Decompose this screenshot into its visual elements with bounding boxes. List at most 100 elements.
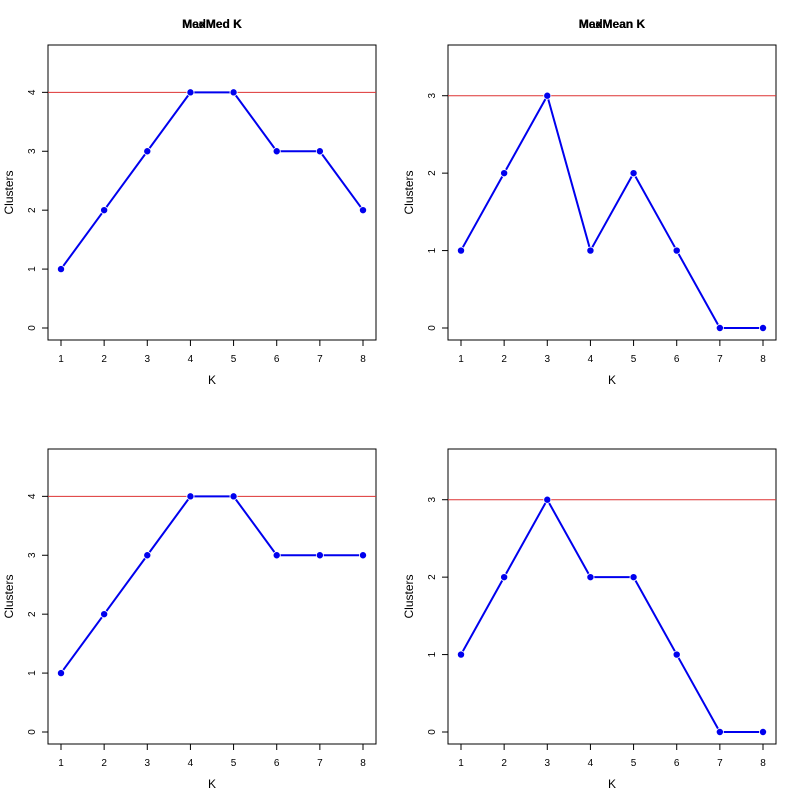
- y-tick-label: 0: [27, 325, 38, 331]
- y-tick-label: 4: [27, 493, 38, 499]
- x-tick-label: 5: [631, 758, 637, 769]
- chart-title: MedMean K: [579, 17, 646, 31]
- y-tick-label: 1: [27, 670, 38, 676]
- series-line: [460, 498, 763, 733]
- data-point: [543, 91, 552, 100]
- data-point: [57, 669, 66, 678]
- y-tick-label: 0: [427, 325, 438, 331]
- data-point: [629, 573, 638, 582]
- x-tick-label: 1: [458, 758, 464, 769]
- data-point: [100, 206, 109, 215]
- data-point: [57, 265, 66, 274]
- y-tick-label: 3: [27, 148, 38, 154]
- data-point: [186, 492, 195, 501]
- chart-panel-3: MaxMed K 1 2 3 4 5 6 7 8 0 1 2 3 4 K Clusters: [2, 17, 377, 791]
- x-tick-label: 8: [360, 758, 366, 769]
- x-tick-label: 3: [145, 354, 151, 365]
- data-point: [456, 650, 465, 659]
- data-point: [272, 147, 281, 156]
- x-tick-label: 7: [717, 758, 723, 769]
- x-tick-label: 8: [760, 354, 766, 365]
- y-axis-label: Clusters: [402, 574, 416, 618]
- data-point: [272, 551, 281, 560]
- y-tick-label: 1: [427, 651, 438, 657]
- chart-title: MedMed K: [182, 17, 242, 31]
- x-tick-label: 5: [231, 758, 237, 769]
- y-tick-label: 1: [27, 266, 38, 272]
- data-point: [315, 147, 324, 156]
- x-tick-label: 7: [717, 354, 723, 365]
- data-point: [143, 147, 152, 156]
- data-point: [586, 573, 595, 582]
- data-point: [143, 551, 152, 560]
- x-tick-label: 4: [188, 354, 194, 365]
- data-point: [186, 88, 195, 97]
- data-point: [229, 88, 238, 97]
- y-axis-label: Clusters: [402, 170, 416, 214]
- data-point: [315, 551, 324, 560]
- x-axis-label: K: [208, 373, 216, 387]
- chart-panel-2: MedMean K 1 2 3 4 5 6 7 8 0 1 2 3 K Clusters: [402, 17, 777, 387]
- x-tick-label: 3: [145, 758, 151, 769]
- data-point: [759, 728, 768, 737]
- x-tick-label: 6: [674, 758, 680, 769]
- x-axis-label: K: [208, 777, 216, 791]
- y-tick-label: 4: [27, 89, 38, 95]
- data-point: [672, 650, 681, 659]
- x-axis-label: K: [608, 777, 616, 791]
- x-tick-label: 2: [501, 758, 507, 769]
- y-tick-label: 2: [427, 574, 438, 580]
- chart-panel-4: MaxMean K 1 2 3 4 5 6 7 8 0 1 2 3 K Clusters: [402, 17, 777, 791]
- x-tick-label: 5: [631, 354, 637, 365]
- data-point: [500, 573, 509, 582]
- x-tick-label: 4: [588, 758, 594, 769]
- x-tick-label: 7: [317, 758, 323, 769]
- data-point: [715, 728, 724, 737]
- x-tick-label: 6: [274, 758, 280, 769]
- data-point: [100, 610, 109, 619]
- data-point: [672, 246, 681, 255]
- series-line: [460, 94, 763, 329]
- chart-title: MaxMed K: [182, 17, 242, 31]
- data-point: [456, 246, 465, 255]
- data-point: [358, 206, 367, 215]
- y-tick-label: 3: [427, 496, 438, 502]
- plot-frame: [447, 448, 777, 745]
- x-tick-label: 5: [231, 354, 237, 365]
- x-tick-label: 4: [188, 758, 194, 769]
- x-tick-label: 4: [588, 354, 594, 365]
- data-point: [358, 551, 367, 560]
- data-point: [715, 323, 724, 332]
- x-tick-label: 1: [58, 758, 64, 769]
- x-tick-label: 8: [760, 758, 766, 769]
- plot-frame: [447, 44, 777, 341]
- x-tick-label: 6: [274, 354, 280, 365]
- x-tick-label: 6: [674, 354, 680, 365]
- y-tick-label: 1: [427, 247, 438, 253]
- x-tick-label: 2: [101, 758, 107, 769]
- x-tick-label: 2: [101, 354, 107, 365]
- data-point: [629, 169, 638, 178]
- plot-frame: [47, 44, 377, 341]
- x-tick-label: 3: [545, 758, 551, 769]
- y-tick-label: 0: [427, 729, 438, 735]
- data-point: [759, 323, 768, 332]
- data-point: [229, 492, 238, 501]
- chart-title: MaxMean K: [579, 17, 645, 31]
- y-tick-label: 3: [427, 92, 438, 98]
- chart-panel-1: MedMed K 1 2 3 4 5 6 7 8 0 1 2 3 4 K Clusters: [2, 17, 377, 387]
- y-tick-label: 3: [27, 552, 38, 558]
- plot-frame: [47, 448, 377, 745]
- x-tick-label: 1: [458, 354, 464, 365]
- y-tick-label: 2: [27, 207, 38, 213]
- y-tick-label: 0: [27, 729, 38, 735]
- x-tick-label: 7: [317, 354, 323, 365]
- series-line: [60, 495, 363, 674]
- y-axis-label: Clusters: [2, 574, 16, 618]
- y-tick-label: 2: [427, 170, 438, 176]
- data-point: [500, 169, 509, 178]
- x-tick-label: 2: [501, 354, 507, 365]
- x-tick-label: 1: [58, 354, 64, 365]
- x-tick-label: 8: [360, 354, 366, 365]
